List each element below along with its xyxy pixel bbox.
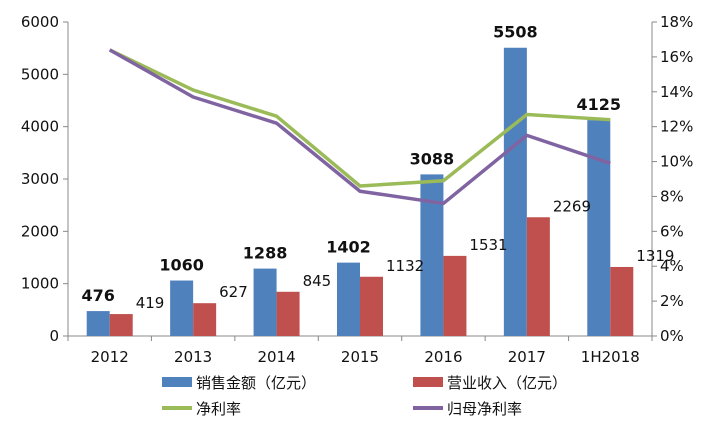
x-tick-label: 2015 [341, 348, 379, 366]
bar [360, 276, 383, 336]
data-label: 476 [82, 286, 115, 305]
left-tick-label: 3000 [21, 170, 59, 188]
right-tick-label: 8% [660, 187, 684, 205]
bar [109, 314, 133, 336]
data-label: 2269 [553, 197, 591, 215]
right-tick-label: 16% [660, 48, 693, 66]
legend-label: 营业收入（亿元） [447, 374, 567, 392]
bar [193, 303, 217, 336]
data-label: 4125 [577, 95, 622, 114]
data-label: 1060 [159, 256, 204, 275]
legend: 销售金额（亿元） 营业收入（亿元） 净利率 归母净利率 [162, 374, 567, 418]
left-tick-label: 1000 [21, 275, 59, 293]
right-tick-label: 14% [660, 83, 693, 101]
data-label: 627 [219, 283, 248, 301]
data-labels: 476 1060 1288 1402 3088 5508 4125 419 627 845 1132… [82, 23, 675, 312]
data-label: 845 [303, 272, 332, 290]
bar [526, 217, 550, 336]
x-tick-label: 2012 [91, 348, 129, 366]
right-tick-label: 0% [660, 327, 684, 345]
right-tick-label: 18% [660, 13, 693, 31]
x-tick-label: 2014 [257, 348, 295, 366]
data-label: 1402 [326, 238, 371, 257]
bar [253, 268, 277, 336]
legend-label: 销售金额（亿元） [196, 374, 316, 392]
series-line [108, 48, 611, 206]
right-tick-label: 6% [660, 222, 684, 240]
data-label: 1319 [636, 247, 674, 265]
bar [276, 291, 300, 336]
bar [610, 266, 634, 336]
x-tick-label: 2013 [174, 348, 212, 366]
series-line [108, 48, 611, 188]
left-tick-label: 4000 [21, 118, 59, 136]
legend-label: 净利率 [196, 400, 241, 418]
legend-swatch [413, 377, 443, 387]
right-tick-label: 12% [660, 118, 693, 136]
right-tick-label: 2% [660, 292, 684, 310]
legend-swatch [162, 377, 192, 387]
right-tick-label: 4% [660, 257, 684, 275]
bars [86, 47, 634, 337]
data-label: 1288 [243, 244, 288, 263]
bar [443, 255, 467, 336]
left-tick-label: 5000 [21, 65, 59, 83]
bar [503, 47, 527, 337]
left-tick-label: 0 [49, 327, 59, 345]
data-label: 3088 [410, 149, 455, 168]
x-tick-label: 2016 [424, 348, 462, 366]
legend-label: 归母净利率 [447, 400, 522, 418]
data-label: 1531 [469, 236, 507, 254]
x-tick-label: 1H2018 [581, 348, 640, 366]
bar [337, 262, 360, 336]
bar [170, 280, 194, 336]
left-tick-label: 2000 [21, 222, 59, 240]
x-tick-label: 2017 [508, 348, 546, 366]
bar [420, 174, 444, 336]
right-tick-label: 10% [660, 153, 693, 171]
data-label: 5508 [493, 23, 538, 42]
left-tick-label: 6000 [21, 13, 59, 31]
axes: 0 1000 2000 3000 4000 5000 6000 0% 2% 4% 6% 8% 10% 12… [21, 13, 694, 366]
bar [86, 311, 110, 336]
lines [108, 48, 611, 206]
data-label: 419 [136, 294, 165, 312]
bar [587, 120, 611, 336]
data-label: 1132 [386, 257, 424, 275]
